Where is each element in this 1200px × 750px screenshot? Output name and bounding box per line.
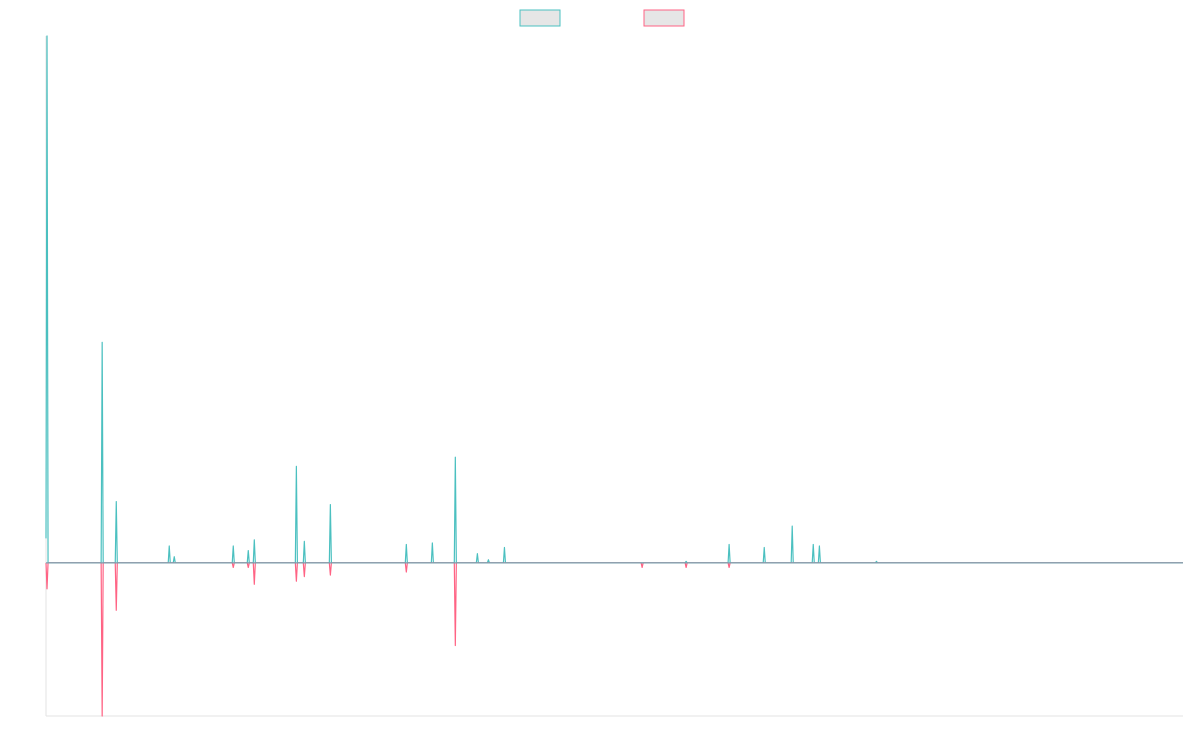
series-2-point-13[interactable] — [246, 565, 250, 569]
series-1-point-43[interactable] — [475, 552, 479, 556]
series-2-point-37[interactable] — [684, 565, 688, 569]
series-2-point-28[interactable] — [404, 570, 408, 574]
series-2-point-31[interactable] — [453, 644, 457, 648]
series-2-point-19[interactable] — [294, 579, 298, 583]
series-1-point-55[interactable] — [727, 542, 731, 546]
series-2-point-7[interactable] — [114, 608, 118, 612]
series-1-point-67[interactable] — [817, 544, 821, 548]
series-2-point-40[interactable] — [727, 565, 731, 569]
series-1-point-0[interactable] — [44, 536, 48, 540]
series-1-point-13[interactable] — [172, 555, 176, 559]
series-2-point-25[interactable] — [328, 573, 332, 577]
series-2-point-1[interactable] — [45, 587, 49, 591]
series-1-point-49[interactable] — [502, 546, 506, 550]
series-layer — [44, 34, 1183, 718]
legend-item-2[interactable] — [643, 9, 685, 27]
legend-swatch-1[interactable] — [519, 9, 561, 27]
series-1-point-4[interactable] — [100, 340, 104, 344]
series-2 — [45, 562, 1183, 718]
series-1-point-7[interactable] — [114, 500, 118, 504]
series-1-point-34[interactable] — [404, 542, 408, 546]
series-1-point-40[interactable] — [453, 455, 457, 459]
series-2-point-4[interactable] — [100, 714, 104, 718]
series-1-point-58[interactable] — [762, 546, 766, 550]
series-1-point-61[interactable] — [790, 524, 794, 528]
series-2-point-10[interactable] — [231, 565, 235, 569]
series-1-point-1[interactable] — [45, 34, 49, 38]
plot-area — [44, 34, 1183, 718]
legend-swatch-2[interactable] — [643, 9, 685, 27]
series-1-point-25[interactable] — [294, 464, 298, 468]
series-1 — [44, 34, 1183, 564]
series-1-point-28[interactable] — [302, 539, 306, 543]
series-1-point-22[interactable] — [252, 538, 256, 542]
series-2-point-22[interactable] — [302, 575, 306, 579]
series-1-point-10[interactable] — [167, 544, 171, 548]
series-1-point-31[interactable] — [328, 503, 332, 507]
series-1-point-19[interactable] — [246, 549, 250, 553]
legend — [519, 9, 685, 27]
series-1-point-16[interactable] — [231, 544, 235, 548]
legend-item-1[interactable] — [519, 9, 561, 27]
series-2-point-34[interactable] — [640, 565, 644, 569]
series-1-point-46[interactable] — [486, 558, 490, 562]
series-1-point-64[interactable] — [811, 542, 815, 546]
series-2-point-16[interactable] — [252, 582, 256, 586]
series-1-point-37[interactable] — [430, 541, 434, 545]
series-2-line — [45, 562, 1183, 717]
series-1-line — [45, 35, 1183, 564]
